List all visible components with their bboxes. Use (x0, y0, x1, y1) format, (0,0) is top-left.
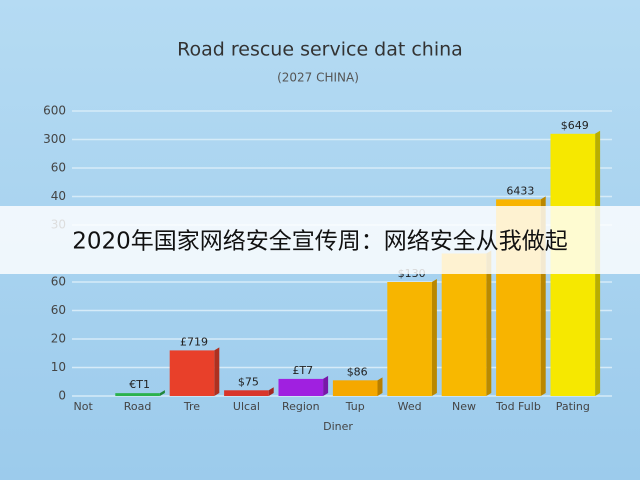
bar-side (431, 279, 437, 396)
bar (278, 378, 324, 396)
chart-subtitle: (2027 CHINA) (277, 71, 359, 85)
y-tick-label: 60 (51, 275, 66, 289)
x-tick-label: Pating (556, 400, 590, 413)
bar-side (486, 250, 492, 396)
bar-label: $86 (347, 365, 368, 378)
x-tick-label: Region (282, 400, 320, 413)
banner (0, 206, 640, 274)
bar (115, 393, 160, 396)
bar (224, 390, 269, 396)
bar (169, 350, 215, 396)
bar-label: £719 (180, 335, 208, 348)
bar-label: 6433 (506, 184, 534, 197)
bar-side (323, 375, 329, 396)
y-tick-label: 60 (51, 161, 66, 175)
bar (332, 380, 378, 396)
y-tick-label: 60 (51, 303, 66, 317)
bar-side (377, 377, 383, 396)
bar-label: £T7 (292, 364, 313, 377)
x-tick-label: Road (124, 400, 152, 413)
y-tick-label: 0 (58, 389, 66, 403)
bar-label: €T1 (129, 378, 150, 391)
x-tick-label: Not (74, 400, 94, 413)
x-tick-label: Tup (345, 400, 365, 413)
bar-label: $75 (238, 375, 259, 388)
chart-title: Road rescue service dat china (177, 39, 463, 61)
y-tick-label: 300 (43, 132, 66, 146)
x-tick-label: Tre (183, 400, 200, 413)
x-axis-label: Diner (323, 420, 353, 433)
y-tick-label: 20 (51, 332, 66, 346)
y-tick-label: 40 (51, 189, 66, 203)
x-tick-label: Tod Fulb (495, 400, 541, 413)
bar-side (159, 390, 165, 396)
banner-text: 2020年国家网络安全宣传周：网络安全从我做起 (72, 229, 568, 255)
x-tick-label: Ulcal (233, 400, 260, 413)
bar-label: $649 (561, 119, 589, 132)
bar-side (268, 387, 274, 396)
x-tick-label: New (452, 400, 476, 413)
x-tick-label: Wed (398, 400, 422, 413)
bar-side (214, 347, 220, 396)
y-tick-label: 600 (43, 104, 66, 118)
bar (441, 253, 487, 396)
y-tick-label: 10 (51, 360, 66, 374)
bar (387, 282, 432, 396)
